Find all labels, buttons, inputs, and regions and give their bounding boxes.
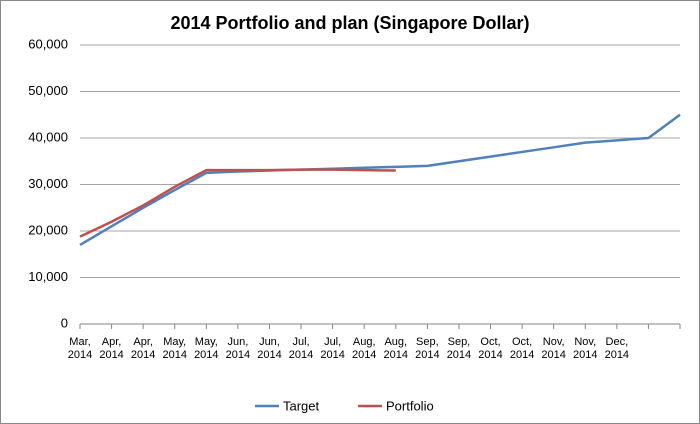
- series-line: [79, 168, 396, 238]
- x-tick-label: Oct, 2014: [509, 336, 535, 361]
- y-tick-label: 60,000: [28, 36, 68, 51]
- x-tick-label: Jun, 2014: [257, 336, 282, 361]
- legend-label: Target: [283, 398, 320, 413]
- x-tick-label: Nov, 2014: [573, 336, 598, 361]
- x-tick-label: Nov, 2014: [541, 336, 566, 361]
- x-tick-label: Oct, 2014: [478, 336, 503, 361]
- x-tick-label: Aug, 2014: [351, 336, 377, 361]
- x-tick-label: Jul, 2014: [288, 336, 314, 361]
- y-tick-label: 40,000: [28, 129, 68, 144]
- x-tick-label: Aug, 2014: [383, 336, 409, 361]
- y-tick-label: 30,000: [28, 176, 68, 191]
- x-tick-label: Dec, 2014: [604, 336, 630, 361]
- x-tick-label: Apr, 2014: [130, 336, 156, 361]
- series-line: [79, 113, 681, 247]
- x-tick-label: Sep, 2014: [446, 336, 472, 361]
- y-tick-label: 50,000: [28, 83, 68, 98]
- x-tick-label: Sep, 2014: [415, 336, 440, 361]
- x-tick-label: Mar, 2014: [67, 336, 93, 361]
- legend-label: Portfolio: [386, 398, 434, 413]
- x-tick-label: Jul, 2014: [320, 336, 345, 361]
- x-tick-label: May, 2014: [194, 336, 219, 361]
- x-tick-label: Apr, 2014: [99, 336, 124, 361]
- y-tick-label: 0: [61, 315, 68, 330]
- x-tick-label: May, 2014: [162, 336, 187, 361]
- x-tick-label: Jun, 2014: [225, 336, 251, 361]
- y-tick-label: 10,000: [28, 269, 68, 284]
- y-tick-label: 20,000: [28, 222, 68, 237]
- chart-title: 2014 Portfolio and plan (Singapore Dolla…: [170, 13, 529, 33]
